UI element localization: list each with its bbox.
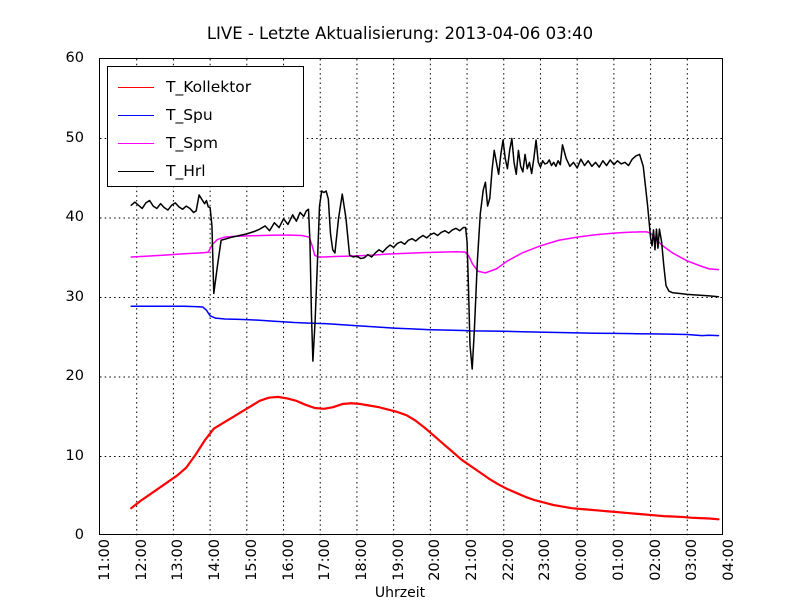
legend-label: T_Spu: [166, 106, 213, 124]
series-line-t_spm: [130, 231, 720, 274]
legend-color-swatch-t_hrl: [118, 170, 154, 172]
legend-item-t_spu[interactable]: T_Spu: [108, 101, 303, 129]
y-tick-label: 50: [65, 129, 84, 146]
y-tick-label: 60: [65, 50, 84, 66]
series-line-t_kollektor: [130, 395, 720, 521]
x-tick-label: 02:00: [647, 539, 664, 581]
x-tick-label: 14:00: [207, 539, 224, 581]
legend-label: T_Hrl: [166, 162, 206, 180]
y-axis-ticks: 0 10 20 30 40 50 60: [0, 50, 92, 543]
chart-legend: T_Kollektor T_Spu T_Spm T_Hrl: [107, 66, 304, 187]
y-tick-label: 0: [74, 527, 84, 543]
legend-item-t_hrl[interactable]: T_Hrl: [108, 157, 303, 185]
series-line-t_hrl: [130, 137, 720, 370]
legend-color-swatch-t_kollektor: [118, 86, 154, 88]
x-axis-label: Uhrzeit: [374, 585, 426, 601]
x-tick-label: 16:00: [280, 539, 297, 581]
series-line-t_spu: [130, 305, 720, 337]
x-tick-label: 17:00: [317, 539, 334, 581]
x-tick-label: 12:00: [133, 539, 150, 581]
x-tick-label: 04:00: [721, 539, 737, 581]
x-tick-label: 23:00: [537, 539, 554, 581]
x-tick-label: 21:00: [464, 539, 481, 581]
x-tick-label: 15:00: [243, 539, 260, 581]
x-tick-label: 00:00: [574, 539, 591, 581]
x-tick-label: 22:00: [500, 539, 517, 581]
x-tick-label: 19:00: [390, 539, 407, 581]
x-tick-label: 11:00: [97, 539, 113, 581]
legend-label: T_Spm: [166, 134, 218, 152]
y-tick-label: 40: [65, 209, 84, 225]
chart-title: LIVE - Letzte Aktualisierung: 2013-04-06…: [206, 24, 594, 43]
legend-color-swatch-t_spu: [118, 114, 154, 116]
legend-label: T_Kollektor: [166, 78, 252, 96]
x-tick-label: 01:00: [610, 539, 627, 581]
y-tick-label: 20: [65, 368, 84, 384]
legend-item-t_kollektor[interactable]: T_Kollektor: [108, 73, 303, 101]
y-tick-label: 30: [65, 288, 84, 305]
x-tick-label: 13:00: [170, 539, 187, 581]
x-tick-label: 03:00: [684, 539, 701, 581]
legend-color-swatch-t_spm: [118, 142, 154, 144]
y-tick-label: 10: [65, 447, 84, 464]
x-tick-label: 18:00: [353, 539, 370, 581]
x-tick-label: 20:00: [427, 539, 444, 581]
legend-item-t_spm[interactable]: T_Spm: [108, 129, 303, 157]
